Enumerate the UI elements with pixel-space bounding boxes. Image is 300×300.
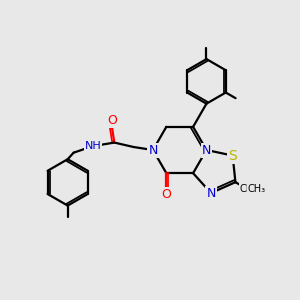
Text: N: N xyxy=(202,143,211,157)
Text: O: O xyxy=(161,188,171,201)
Text: CH₃: CH₃ xyxy=(248,184,266,194)
Text: CH₃: CH₃ xyxy=(239,184,258,194)
Text: O: O xyxy=(107,114,117,127)
Text: N: N xyxy=(148,143,158,157)
Text: S: S xyxy=(228,148,237,163)
Text: NH: NH xyxy=(85,141,101,151)
Text: N: N xyxy=(206,187,216,200)
